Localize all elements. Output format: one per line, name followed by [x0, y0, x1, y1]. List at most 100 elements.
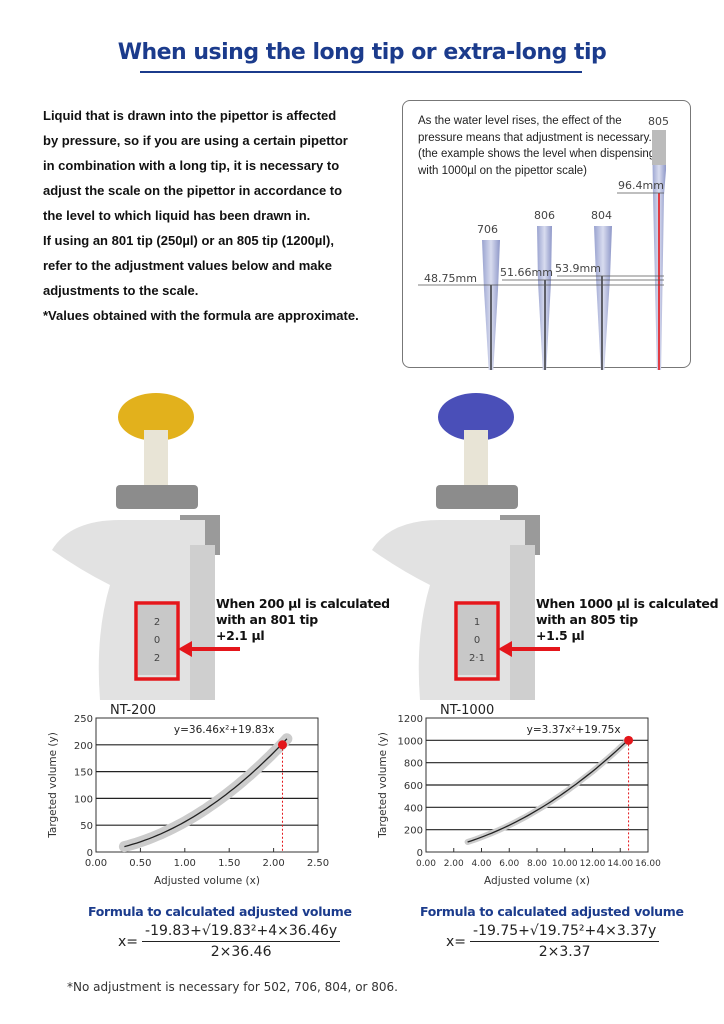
- counter-digit: 0: [154, 635, 160, 646]
- x-tick-label: 12.00: [580, 859, 606, 869]
- callout-line: When 1000 µl is calculated: [536, 596, 719, 611]
- formula-title: Formula to calculated adjusted volume: [420, 904, 684, 919]
- chart-title: NT-1000: [440, 703, 494, 718]
- level-806: 51.66mm: [500, 266, 553, 279]
- tip-706: [482, 240, 500, 370]
- intro-line: the level to which liquid has been drawn…: [43, 208, 311, 223]
- x-tick-label: 4.00: [471, 859, 491, 869]
- callout-line: +2.1 µl: [216, 628, 265, 643]
- tip-label-806: 806: [534, 209, 555, 222]
- plot-frame: [95, 717, 319, 853]
- formula-denominator: 2×3.37: [538, 944, 591, 960]
- x-tick-label: 10.00: [552, 859, 578, 869]
- y-tick-label: 150: [74, 768, 93, 779]
- equation-label: y=3.37x²+19.75x: [527, 724, 621, 736]
- formula-nt1000: x= -19.75+√19.75²+4×3.37y 2×3.37: [446, 923, 660, 960]
- formula-lhs: x=: [446, 933, 467, 950]
- y-tick-label: 250: [74, 714, 93, 725]
- y-tick-label: 0: [87, 848, 93, 859]
- intro-line: adjust the scale on the pipettor in acco…: [43, 183, 343, 198]
- y-tick-label: 0: [417, 848, 423, 859]
- tip-804: [594, 226, 612, 370]
- level-805: 96.4mm: [618, 179, 664, 192]
- level-706: 48.75mm: [424, 272, 477, 285]
- tips-illustration: [418, 130, 666, 370]
- intro-line: adjustments to the scale.: [43, 283, 199, 298]
- y-axis-label: Targeted volume (y): [377, 732, 389, 839]
- fit-curve: [124, 738, 288, 848]
- pipette-nt1000: 1 0 2·1: [372, 393, 560, 700]
- footnote: *No adjustment is necessary for 502, 706…: [67, 980, 398, 994]
- x-tick-label: 0.00: [416, 859, 436, 869]
- callout-line: with an 805 tip: [536, 612, 638, 627]
- tip-label-805: 805: [648, 115, 669, 128]
- x-tick-label: 0.50: [129, 858, 151, 869]
- y-tick-label: 1200: [398, 714, 423, 725]
- intro-line: If using an 801 tip (250µl) or an 805 ti…: [43, 233, 334, 248]
- intro-line: by pressure, so if you are using a certa…: [43, 133, 348, 148]
- intro-line: refer to the adjustment values below and…: [43, 258, 332, 273]
- x-tick-label: 14.00: [607, 859, 633, 869]
- tip-805: [652, 130, 666, 370]
- x-tick-label: 6.00: [499, 859, 519, 869]
- confidence-band: [464, 736, 632, 845]
- intro-text: Liquid that is drawn into the pipettor i…: [43, 103, 388, 328]
- equation-label: y=36.46x²+19.83x: [174, 724, 275, 736]
- y-tick-label: 200: [74, 741, 93, 752]
- counter-digit: 2: [154, 653, 160, 664]
- y-tick-label: 600: [404, 781, 423, 792]
- counter-digit: 2·1: [469, 653, 485, 664]
- y-tick-label: 200: [404, 826, 423, 837]
- callout-nt1000: When 1000 µl is calculated with an 805 t…: [536, 596, 719, 644]
- tip-box-text: As the water level rises, the effect of …: [418, 115, 656, 177]
- arrow-icon: [498, 641, 512, 657]
- callout-line: +1.5 µl: [536, 628, 585, 643]
- y-tick-label: 800: [404, 759, 423, 770]
- volume-counter-highlight: [454, 601, 500, 681]
- x-tick-label: 2.00: [262, 858, 284, 869]
- chart-nt200: NT-200 0 50 100 150 200 250 0.00 0.50 1.00 1.50 2.0…: [47, 703, 329, 887]
- x-tick-label: 2.50: [307, 858, 329, 869]
- y-tick-label: 100: [74, 794, 93, 805]
- callout-line: with an 801 tip: [216, 612, 318, 627]
- intro-line: *Values obtained with the formula are ap…: [43, 308, 359, 323]
- x-tick-label: 16.00: [635, 859, 661, 869]
- plunger-knob: [438, 393, 514, 441]
- callout-nt200: When 200 µl is calculated with an 801 ti…: [216, 596, 390, 644]
- y-tick-label: 50: [80, 821, 93, 832]
- formula-nt200: x= -19.83+√19.83²+4×36.46y 2×36.46: [118, 923, 341, 960]
- confidence-band: [118, 733, 293, 853]
- level-804: 53.9mm: [555, 262, 601, 275]
- fit-curve: [467, 739, 630, 843]
- callout-line: When 200 µl is calculated: [216, 596, 390, 611]
- x-tick-label: 8.00: [527, 859, 547, 869]
- tip-label-706: 706: [477, 223, 498, 236]
- x-tick-label: 1.00: [174, 858, 196, 869]
- tip-806: [537, 226, 552, 370]
- x-axis-label: Adjusted volume (x): [484, 875, 590, 887]
- counter-digit: 2: [154, 617, 160, 628]
- tip-label-804: 804: [591, 209, 612, 222]
- x-tick-label: 1.50: [218, 858, 240, 869]
- plunger-knob: [118, 393, 194, 441]
- highlight-point: [277, 740, 287, 750]
- y-tick-label: 1000: [398, 736, 423, 747]
- formula-lhs: x=: [118, 933, 139, 950]
- formula-title: Formula to calculated adjusted volume: [88, 904, 352, 919]
- volume-counter-highlight: [134, 601, 180, 681]
- formula-numerator: -19.83+√19.83²+4×36.46y: [142, 923, 341, 942]
- pipette-nt200: 2 0 2: [52, 393, 240, 700]
- counter-digit: 1: [474, 617, 480, 628]
- y-tick-label: 400: [404, 803, 423, 814]
- title-underline: [140, 71, 582, 73]
- tip-comparison-box: [402, 100, 691, 368]
- intro-line: in combination with a long tip, it is ne…: [43, 158, 340, 173]
- chart-title: NT-200: [110, 703, 156, 718]
- formula-numerator: -19.75+√19.75²+4×3.37y: [470, 923, 660, 942]
- arrow-icon: [178, 641, 192, 657]
- y-axis-label: Targeted volume (y): [47, 732, 59, 839]
- formula-denominator: 2×36.46: [210, 944, 272, 960]
- chart-nt1000: NT-1000 0 200 400 600 800 1000 1200 0.00 2.00 4.00…: [377, 703, 661, 887]
- x-tick-label: 0.00: [85, 858, 107, 869]
- highlight-point: [624, 735, 634, 745]
